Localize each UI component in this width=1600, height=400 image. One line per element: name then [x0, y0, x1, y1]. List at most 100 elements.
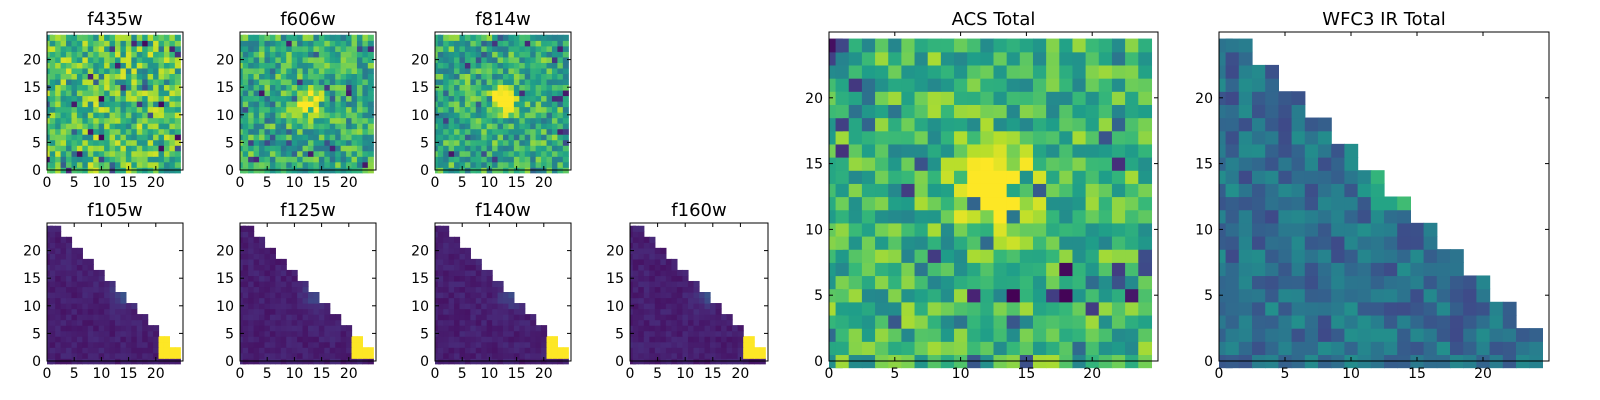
heatmap-cell [530, 336, 537, 343]
heatmap-cell [1098, 301, 1113, 316]
heatmap-cell [142, 78, 149, 86]
heatmap-cell [291, 347, 298, 354]
x-tick-label: 10 [92, 175, 110, 191]
heatmap-cell [993, 143, 1008, 158]
heatmap-cell [158, 101, 165, 108]
heatmap-cell [1238, 288, 1253, 303]
heatmap-cell [346, 112, 353, 119]
y-tick-label: 15 [606, 271, 624, 287]
heatmap-cell [454, 161, 461, 168]
heatmap-cell [324, 84, 331, 91]
heatmap-cell [475, 161, 482, 168]
heatmap-cell [269, 73, 276, 80]
heatmap-cell [437, 117, 444, 124]
heatmap-cell [76, 40, 83, 47]
x-tick-label: 20 [340, 175, 358, 191]
heatmap-cell [980, 64, 995, 79]
heatmap-cell [98, 297, 105, 304]
heatmap-cell [649, 264, 656, 271]
heatmap-cell [169, 112, 176, 119]
heatmap-cell [174, 161, 181, 168]
heatmap-cell [497, 34, 504, 41]
heatmap-cell [687, 330, 695, 337]
heatmap-cell [55, 264, 62, 271]
heatmap-cell [492, 51, 499, 58]
heatmap-cell [524, 123, 531, 130]
heatmap-cell [174, 101, 181, 108]
heatmap-cell [464, 123, 471, 130]
heatmap-cell [291, 134, 298, 141]
heatmap-cell [562, 95, 569, 102]
heatmap-cell [1032, 38, 1047, 53]
heatmap-cell [259, 62, 266, 69]
heatmap-cell [55, 236, 62, 243]
heatmap-cell [286, 145, 293, 152]
heatmap-cell [508, 34, 515, 41]
heatmap-cell [1423, 314, 1438, 329]
heatmap-cell [835, 183, 850, 198]
heatmap-cell [125, 134, 132, 141]
heatmap-cell [660, 269, 667, 277]
heatmap-cell [104, 336, 111, 343]
heatmap-cell [927, 341, 942, 356]
heatmap-cell [519, 78, 526, 86]
heatmap-cell [980, 183, 995, 198]
heatmap-cell [486, 67, 493, 74]
heatmap-cell [1072, 38, 1087, 53]
heatmap-cell [49, 275, 56, 282]
heatmap-cell [120, 112, 127, 119]
heatmap-cell [248, 123, 255, 130]
heatmap-cell [464, 347, 471, 354]
heatmap-cell [1238, 196, 1253, 211]
heatmap-cell [888, 78, 902, 92]
heatmap-cell [454, 117, 461, 124]
heatmap-cell [492, 40, 499, 47]
heatmap-cell [82, 319, 89, 326]
heatmap-cell [546, 128, 553, 135]
heatmap-cell [87, 128, 94, 135]
heatmap-cell [115, 330, 122, 337]
heatmap-cell [535, 123, 542, 130]
heatmap-cell [470, 297, 477, 304]
heatmap-cell [60, 269, 67, 277]
heatmap-cell [242, 308, 249, 315]
heatmap-cell [297, 101, 304, 108]
heatmap-cell [1111, 38, 1126, 53]
heatmap-cell [1138, 117, 1153, 132]
heatmap-cell [131, 319, 138, 326]
heatmap-cell [443, 319, 450, 326]
heatmap-cell [1278, 143, 1293, 158]
heatmap-cell [693, 297, 700, 304]
heatmap-cell [1357, 209, 1372, 224]
heatmap-cell [649, 330, 656, 337]
heatmap-cell [346, 56, 353, 63]
heatmap-cell [93, 308, 100, 315]
heatmap-cell [259, 330, 266, 337]
heatmap-cell [280, 89, 287, 97]
heatmap-cell [242, 330, 249, 337]
heatmap-cell [1006, 170, 1021, 184]
heatmap-cell [437, 45, 444, 52]
heatmap-cell [82, 264, 89, 271]
heatmap-cell [269, 134, 276, 141]
heatmap-cell [481, 51, 488, 58]
heatmap-cell [308, 40, 315, 47]
heatmap-cell [848, 91, 863, 105]
heatmap-cell [492, 280, 499, 288]
heatmap-cell [87, 297, 94, 304]
y-tick-label: 15 [1195, 157, 1213, 173]
heatmap-cell [1278, 209, 1293, 224]
heatmap-cell [464, 264, 471, 271]
heatmap-cell [497, 145, 504, 152]
heatmap-cell [253, 352, 260, 359]
heatmap-cell [136, 51, 143, 58]
heatmap-cell [76, 45, 83, 52]
heatmap-cell [861, 314, 876, 329]
heatmap-cell [967, 183, 981, 198]
heatmap-cell [362, 40, 369, 47]
heatmap-cell [454, 297, 461, 304]
heatmap-cell [286, 106, 293, 113]
heatmap-cell [248, 161, 255, 168]
heatmap-cell [356, 45, 363, 52]
heatmap-cell [699, 347, 706, 354]
